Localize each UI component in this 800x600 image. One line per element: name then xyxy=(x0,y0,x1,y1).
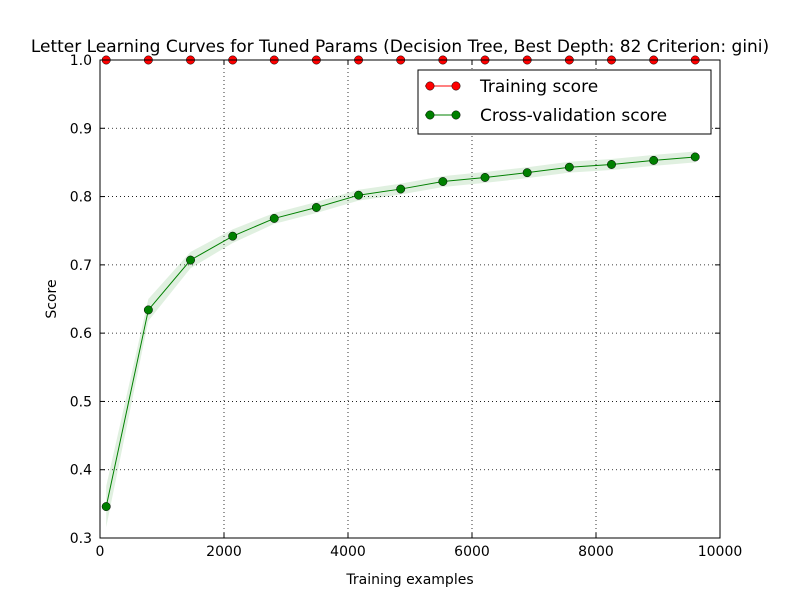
y-tick-label: 1.0 xyxy=(70,53,92,69)
series-point-1 xyxy=(186,255,195,265)
series-point-1 xyxy=(228,231,238,241)
legend: Training score Cross-validation score xyxy=(417,69,712,135)
series-point-1 xyxy=(522,168,532,178)
x-tick-label: 6000 xyxy=(454,544,490,560)
y-axis-label: Score xyxy=(44,279,60,318)
legend-marker-cv-end xyxy=(451,110,461,120)
legend-marker-training-end xyxy=(451,81,461,91)
legend-label-training: Training score xyxy=(479,77,598,97)
y-tick-label: 0.4 xyxy=(70,463,92,479)
series-point-1 xyxy=(396,184,406,194)
plot-frame xyxy=(99,59,721,539)
y-tick-label: 0.9 xyxy=(70,121,92,137)
y-tick-label: 0.5 xyxy=(70,394,92,410)
series-point-1 xyxy=(480,173,490,182)
series-point-1 xyxy=(269,213,279,223)
legend-label-cv: Cross-validation score xyxy=(480,106,667,126)
y-tick-label: 0.7 xyxy=(70,258,92,274)
x-tick-label: 4000 xyxy=(330,544,366,560)
x-axis-label: Training examples xyxy=(345,572,473,588)
x-tick-label: 8000 xyxy=(578,544,614,560)
y-tick-label: 0.8 xyxy=(70,190,92,206)
series-point-1 xyxy=(438,177,448,186)
x-tick-label: 10000 xyxy=(698,544,743,560)
legend-box xyxy=(417,69,712,135)
chart-title: Letter Learning Curves for Tuned Params … xyxy=(31,37,769,57)
legend-marker-cv xyxy=(425,110,435,120)
series-point-1 xyxy=(354,190,363,200)
ticks: 0 2000 4000 6000 8000 10000 0.3 0.4 0.5 0.6 0.7 0.8… xyxy=(70,53,743,560)
legend-marker-training xyxy=(425,81,435,91)
x-tick-label: 0 xyxy=(96,544,105,560)
series-point-1 xyxy=(607,160,616,169)
y-tick-label: 0.3 xyxy=(70,531,92,547)
y-tick-label: 0.6 xyxy=(70,326,92,342)
series-point-1 xyxy=(690,152,700,162)
x-tick-label: 2000 xyxy=(206,544,242,560)
series-point-1 xyxy=(564,162,574,172)
series-point-1 xyxy=(649,155,659,165)
series-point-1 xyxy=(101,502,111,512)
series-point-1 xyxy=(311,203,321,212)
series-point-1 xyxy=(143,305,153,315)
